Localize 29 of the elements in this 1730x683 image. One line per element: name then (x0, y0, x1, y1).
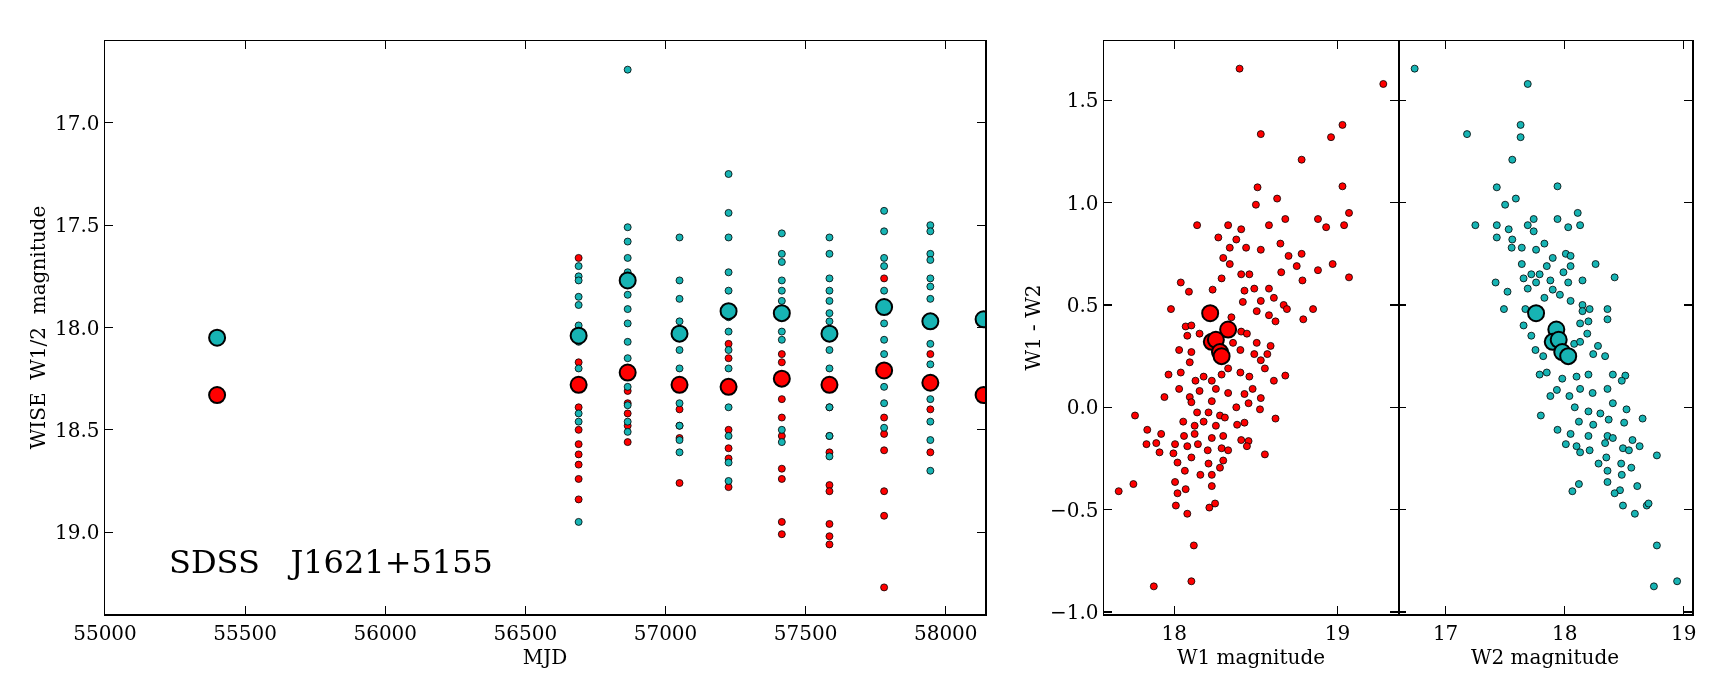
y-axis-title: WISE W1/2 magnitude (25, 205, 50, 450)
y-tick-label: 0.5 (1066, 292, 1099, 317)
y-tick-label: −1.0 (1049, 599, 1099, 624)
x-tick-label: 57500 (773, 620, 838, 645)
x-tick-label: 18 (1161, 620, 1187, 645)
x-tick-label: 19 (1324, 620, 1351, 645)
x-tick-label: 56500 (493, 620, 558, 645)
x-tick-label: 57000 (633, 620, 698, 645)
x-tick-label: 58000 (913, 620, 978, 645)
annotation: SDSS J1621+5155 (169, 543, 493, 581)
y-tick-label: −0.5 (1049, 497, 1099, 522)
y-tick-label: 17.0 (54, 110, 100, 135)
x-axis-title: W2 magnitude (1470, 644, 1620, 669)
y-axis-title: W1 - W2 (1020, 284, 1045, 371)
x-tick-label: 17 (1432, 620, 1459, 645)
x-axis-title: MJD (522, 644, 568, 669)
y-tick-label: 18.5 (54, 417, 100, 442)
x-tick-label: 19 (1670, 620, 1697, 645)
x-axis-title: W1 magnitude (1176, 644, 1326, 669)
y-tick-label: 1.5 (1066, 88, 1099, 113)
x-tick-label: 55000 (73, 620, 137, 645)
y-tick-label: 18.0 (54, 315, 100, 340)
y-tick-label: 19.0 (54, 520, 100, 545)
x-tick-label: 18 (1551, 620, 1578, 645)
x-tick-label: 56000 (353, 620, 418, 645)
y-tick-label: 1.0 (1066, 190, 1099, 215)
y-tick-label: 0.0 (1066, 395, 1099, 420)
y-tick-label: 17.5 (54, 213, 100, 238)
x-tick-label: 55500 (213, 620, 277, 645)
